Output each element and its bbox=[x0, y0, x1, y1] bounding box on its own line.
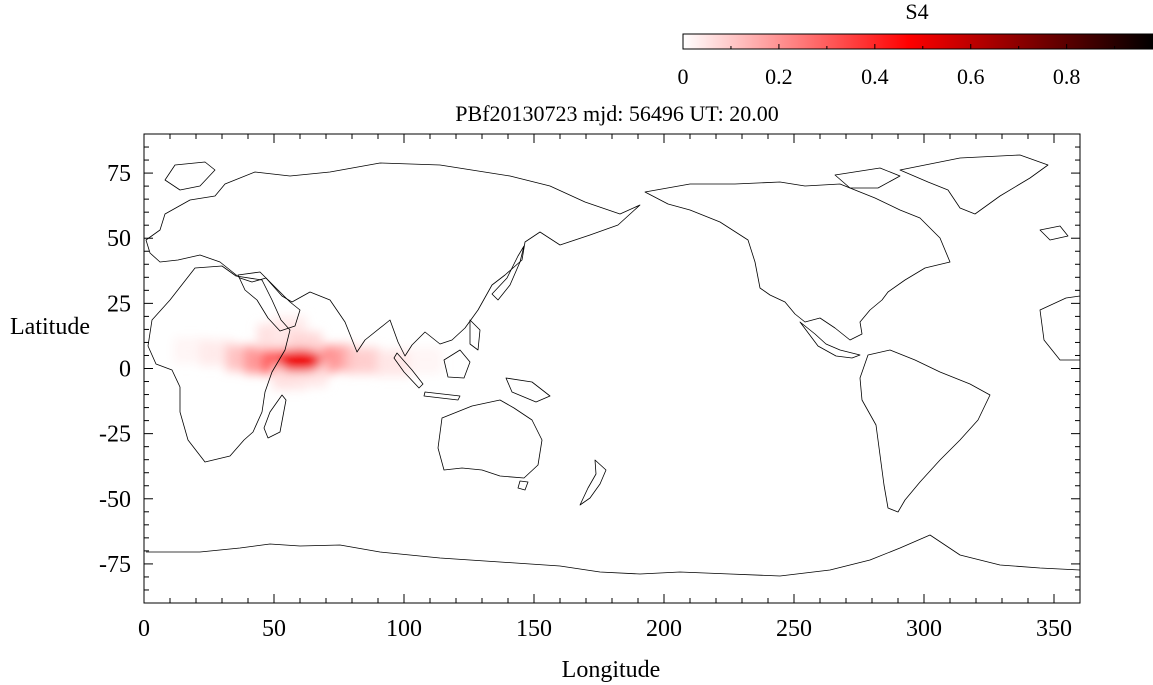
y-tick-label: -75 bbox=[99, 552, 131, 578]
colorbar-tick-label: 0.4 bbox=[861, 64, 889, 89]
colorbar: S4 0 0.2 0.4 0.6 0.8 bbox=[678, 0, 1153, 89]
coastline-tasmania bbox=[517, 480, 529, 491]
coastline-eurasia bbox=[145, 162, 641, 357]
colorbar-tick-label: 0.2 bbox=[765, 64, 793, 89]
y-tick-label: -50 bbox=[99, 487, 131, 513]
colorbar-label: S4 bbox=[905, 0, 928, 24]
colorbar-scale bbox=[682, 33, 1153, 50]
coastline-iceland bbox=[1039, 225, 1069, 241]
s4-cell bbox=[407, 347, 442, 374]
coastline-philippines bbox=[469, 319, 481, 351]
colorbar-tick-label: 0 bbox=[678, 64, 689, 89]
y-tick-label: 50 bbox=[107, 226, 131, 252]
coastline-java bbox=[423, 391, 461, 401]
coastline-central-america bbox=[799, 321, 861, 359]
y-tick-label: 0 bbox=[119, 357, 131, 383]
map-title: PBf20130723 mjd: 56496 UT: 20.00 bbox=[455, 101, 778, 126]
s4-cell bbox=[345, 347, 380, 374]
coastline-south-america bbox=[859, 349, 991, 513]
axis-ticks bbox=[143, 133, 1081, 604]
x-tick-label: 0 bbox=[138, 616, 150, 642]
x-axis-label: Longitude bbox=[562, 657, 661, 683]
coastline-africa bbox=[147, 265, 291, 463]
y-axis-label: Latitude bbox=[10, 314, 90, 340]
coastline-arabia bbox=[237, 271, 301, 332]
coastline-europe bbox=[164, 161, 216, 191]
coastline-new-zealand bbox=[579, 459, 607, 506]
y-tick-label: 75 bbox=[107, 161, 131, 187]
coastline-antarctica bbox=[146, 534, 1080, 577]
coastline-north-america bbox=[644, 181, 951, 341]
coastline-greenland bbox=[899, 154, 1049, 215]
x-tick-label: 350 bbox=[1036, 616, 1072, 642]
world-coastlines bbox=[145, 154, 1080, 577]
s4-cell bbox=[376, 350, 411, 377]
coastline-arctic-islands bbox=[834, 167, 901, 189]
y-tick-label: -25 bbox=[99, 422, 131, 448]
coastline-madagascar bbox=[263, 394, 287, 439]
x-tick-label: 100 bbox=[386, 616, 422, 642]
y-tick-label: 25 bbox=[107, 291, 131, 317]
coastline-west-africa-right bbox=[1039, 295, 1080, 361]
x-tick-label: 250 bbox=[776, 616, 812, 642]
s4-peak bbox=[278, 349, 322, 372]
x-tick-label: 150 bbox=[516, 616, 552, 642]
coastline-japan bbox=[491, 245, 525, 301]
coastline-australia bbox=[437, 399, 543, 479]
x-tick-label: 200 bbox=[646, 616, 682, 642]
y-tick-labels: 75 50 25 0 -25 -50 -75 bbox=[99, 161, 131, 578]
colorbar-tick-label: 0.6 bbox=[957, 64, 985, 89]
colorbar-tick-label: 0.8 bbox=[1053, 64, 1081, 89]
s4-heat-field bbox=[173, 316, 442, 390]
x-tick-label: 300 bbox=[906, 616, 942, 642]
x-tick-labels: 0 50 100 150 200 250 300 350 bbox=[138, 616, 1072, 642]
colorbar-ticks: 0 0.2 0.4 0.6 0.8 bbox=[678, 44, 1116, 89]
coastline-sumatra bbox=[393, 352, 424, 389]
coastline-new-guinea bbox=[505, 377, 551, 403]
x-tick-label: 50 bbox=[262, 616, 286, 642]
coastline-borneo bbox=[443, 349, 471, 379]
